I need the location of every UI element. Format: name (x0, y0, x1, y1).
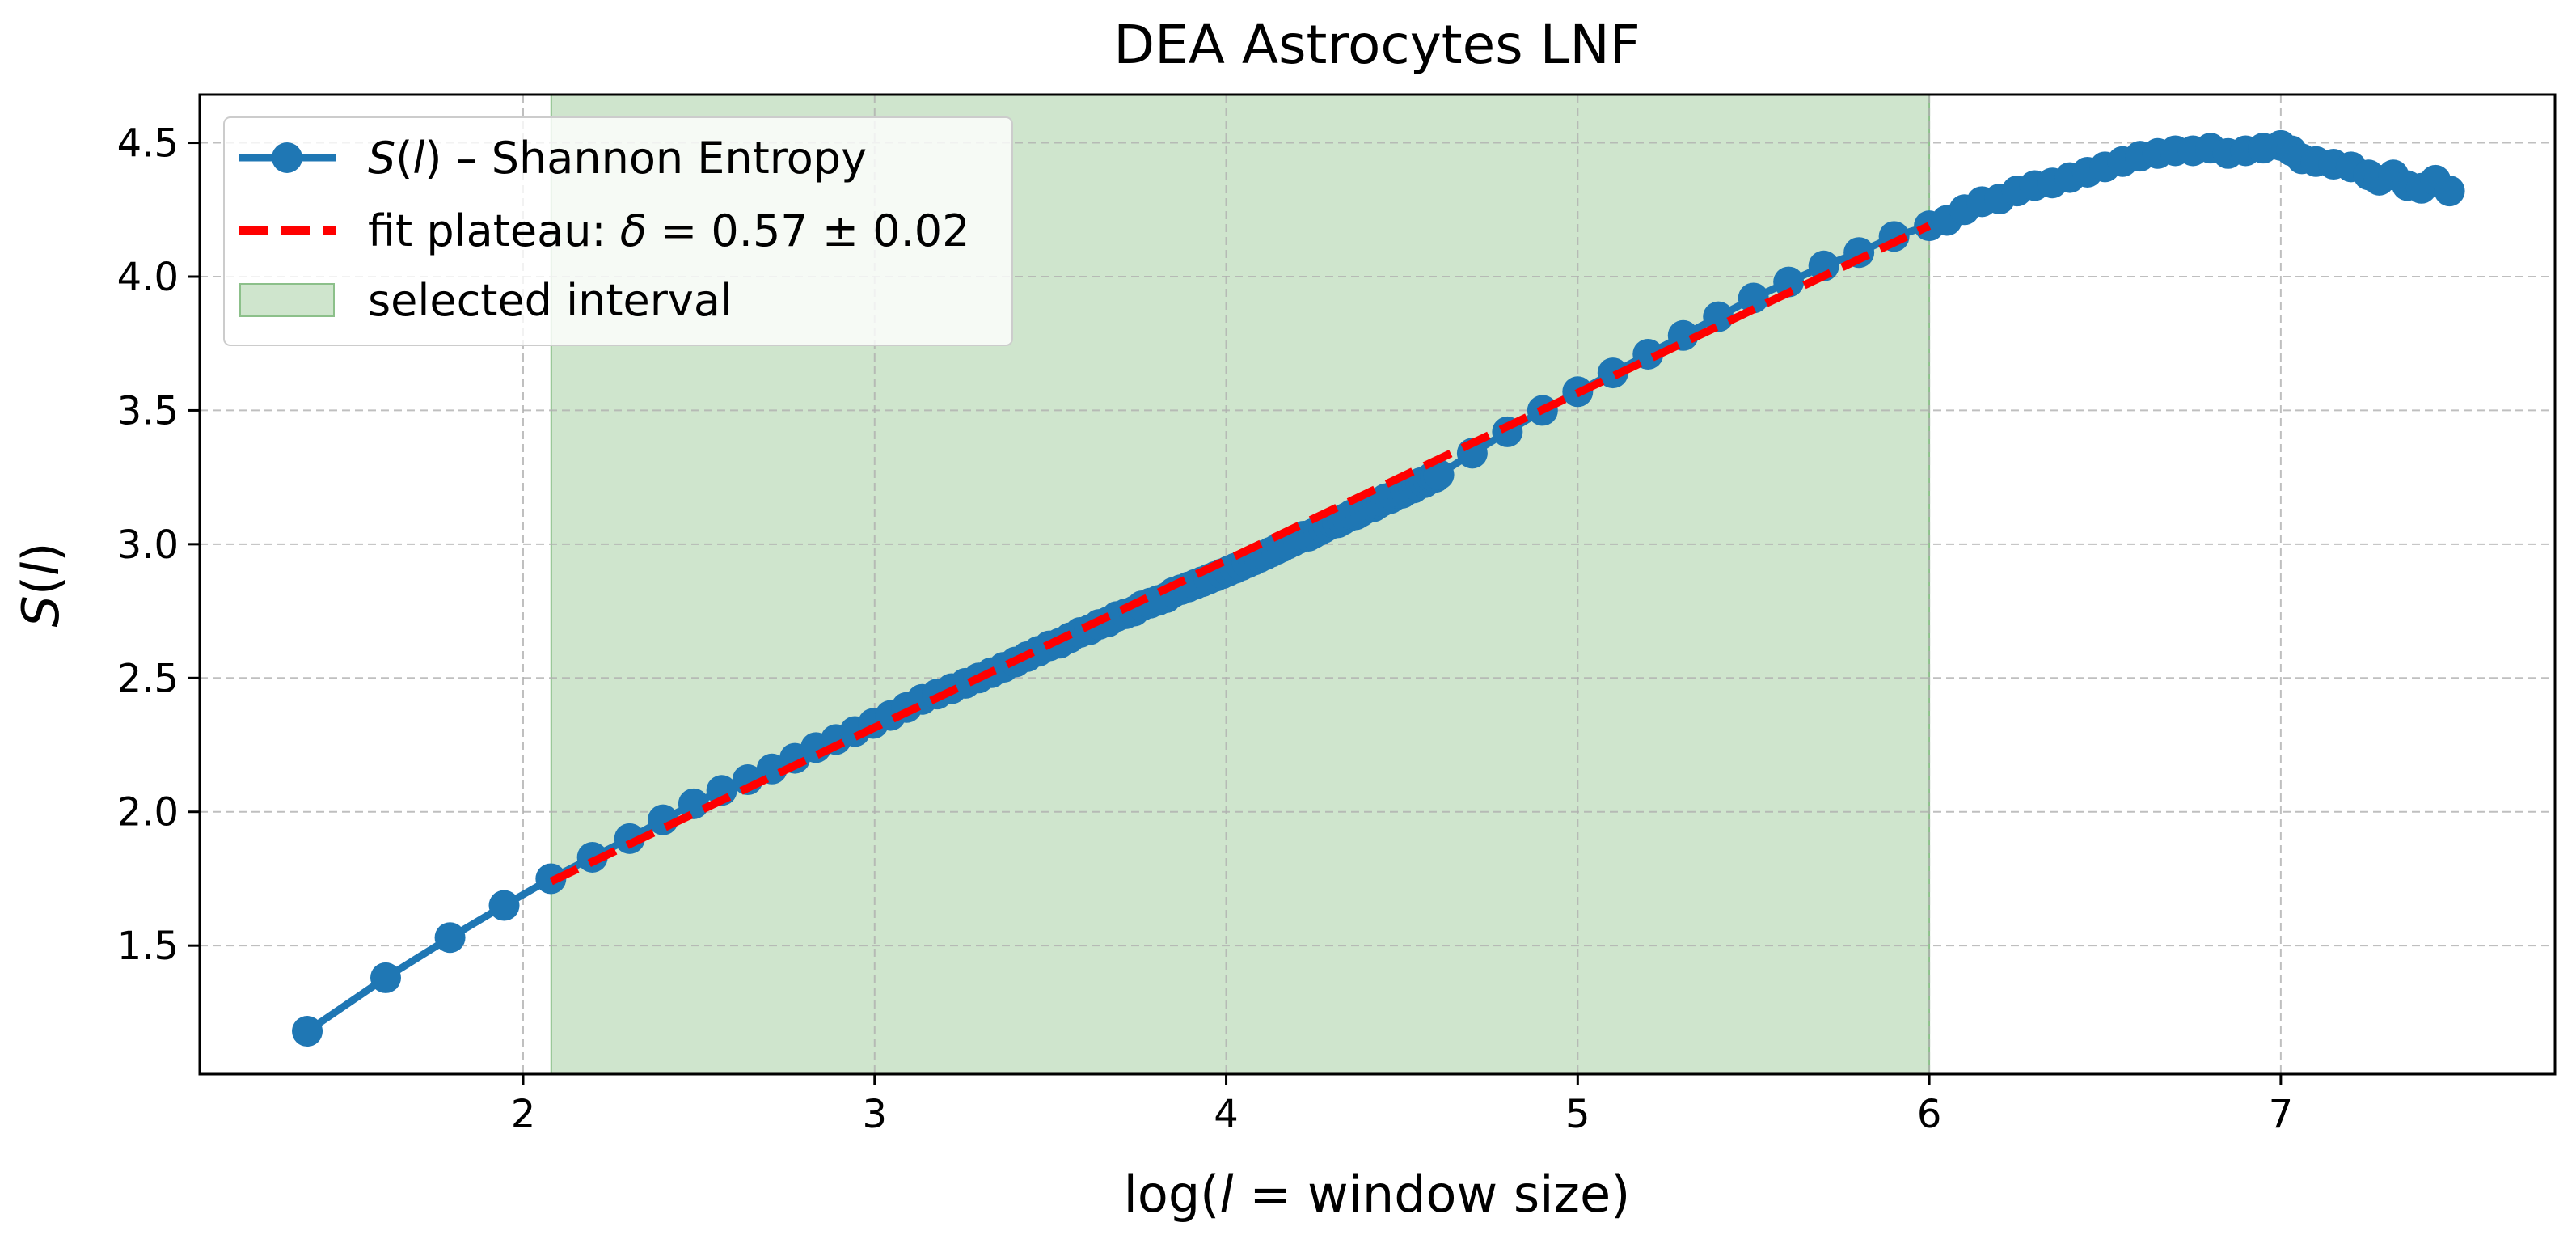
y-tick-label: 2.5 (117, 656, 179, 701)
legend-entropy-label: S(l) – Shannon Entropy (368, 133, 867, 184)
fit-plateau-line (549, 222, 1932, 886)
entropy-data-point (1703, 301, 1734, 332)
x-axis-label: log(l = window size) (1124, 1165, 1631, 1224)
legend-fit-label: fit plateau: δ = 0.57 ± 0.02 (368, 205, 969, 256)
entropy-data-point (1773, 266, 1805, 298)
legend-fit-label-prefix: fit plateau: (368, 205, 620, 256)
legend-entropy-swatch-marker (272, 142, 302, 173)
entropy-data-point (1808, 250, 1839, 281)
legend: S(l) – Shannon Entropy fit plateau: δ = 0… (223, 116, 1013, 346)
x-tick-label: 3 (862, 1092, 887, 1137)
x-tick-label: 7 (2269, 1092, 2294, 1137)
y-tick-label: 1.5 (117, 924, 179, 969)
entropy-data-point (2434, 176, 2465, 207)
legend-entropy-label-rest: ) – Shannon Entropy (424, 133, 867, 184)
y-axis-label: S(l) (11, 543, 70, 628)
y-tick-label: 4.5 (117, 121, 179, 167)
entropy-data-point (1738, 282, 1769, 314)
y-tick-label: 2.0 (117, 790, 179, 835)
entropy-data-point (614, 823, 645, 854)
entropy-data-point (1632, 338, 1664, 370)
legend-interval-label: selected interval (368, 275, 733, 326)
legend-box (223, 116, 1013, 346)
legend-interval-swatch (239, 283, 335, 317)
legend-entropy-label-open: ( (395, 133, 412, 184)
y-tick-label: 4.0 (117, 255, 179, 300)
entropy-data-point (576, 841, 608, 873)
chart-title: DEA Astrocytes LNF (1113, 14, 1640, 76)
entropy-data-point (488, 890, 520, 921)
entropy-data-point (678, 788, 709, 819)
legend-entropy-label-math: S (368, 133, 395, 184)
entropy-data-point (370, 962, 401, 993)
legend-fit-label-symbol: δ (620, 205, 647, 256)
x-tick-label: 2 (511, 1092, 536, 1137)
axes-frame (198, 93, 2557, 1076)
y-tick-label: 3.0 (117, 522, 179, 568)
entropy-data-point (292, 1016, 323, 1047)
x-tick-label: 4 (1214, 1092, 1239, 1137)
entropy-data-point (1597, 357, 1628, 389)
x-tick-label: 6 (1917, 1092, 1942, 1137)
entropy-data-point (434, 922, 466, 954)
legend-entropy-label-var: l (412, 133, 424, 184)
legend-fit-label-rest: = 0.57 ± 0.02 (647, 205, 970, 256)
y-tick-label: 3.5 (117, 388, 179, 434)
x-tick-label: 5 (1565, 1092, 1590, 1137)
